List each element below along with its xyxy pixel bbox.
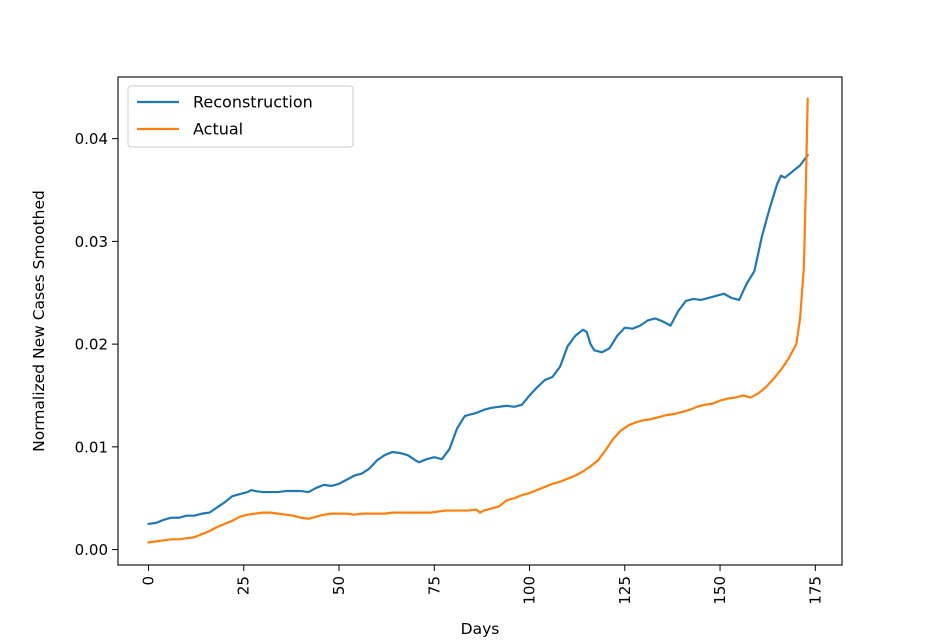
legend: Reconstruction Actual <box>127 85 354 148</box>
x-tick-label: 25 <box>235 576 253 595</box>
y-tick-label: 0.02 <box>75 336 108 354</box>
y-tick-label: 0.03 <box>75 233 108 251</box>
legend-label-reconstruction: Reconstruction <box>193 93 313 112</box>
x-tick-label: 50 <box>330 576 348 595</box>
x-tick-label: 175 <box>806 576 824 605</box>
series-layer <box>147 97 809 544</box>
series-line-actual <box>147 97 809 544</box>
y-tick-label: 0.01 <box>75 438 108 456</box>
series-line-reconstruction <box>147 153 809 526</box>
legend-box <box>127 85 354 148</box>
y-axis: 0.00 0.01 0.02 0.03 0.04 <box>75 130 118 559</box>
x-tick-label: 100 <box>521 576 539 605</box>
x-tick-label: 75 <box>425 576 443 595</box>
x-axis-label: Days <box>461 620 500 638</box>
x-axis: 0 25 50 75 100 125 150 175 <box>139 565 824 605</box>
x-tick-label: 0 <box>139 576 157 586</box>
y-axis-label: Normalized New Cases Smoothed <box>30 190 48 452</box>
x-tick-label: 125 <box>616 576 634 605</box>
plot-area-frame <box>117 76 843 566</box>
x-tick-label: 150 <box>711 576 729 605</box>
y-tick-label: 0.04 <box>75 130 108 148</box>
legend-label-actual: Actual <box>193 120 243 139</box>
y-tick-label: 0.00 <box>75 541 108 559</box>
